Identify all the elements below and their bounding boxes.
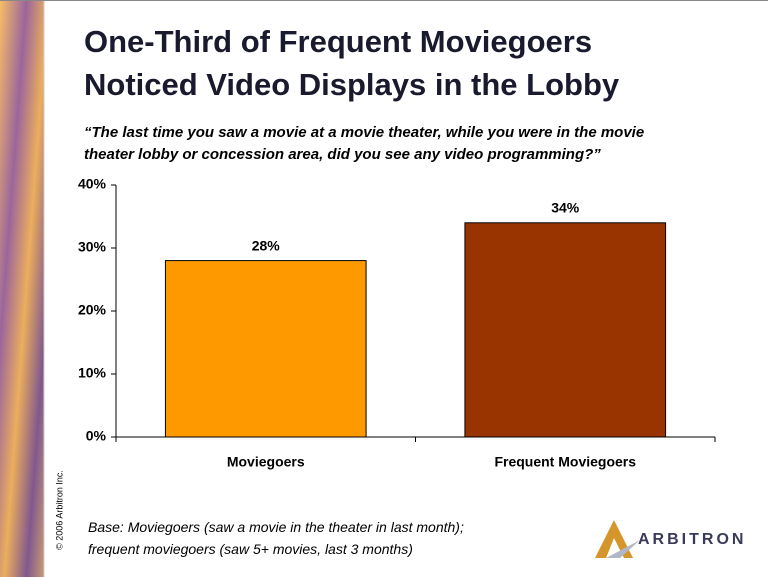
copyright: © 2006 Arbitron Inc.: [54, 470, 64, 550]
y-tick-label: 30%: [78, 239, 107, 255]
logo-text: ARBITRON: [638, 531, 746, 548]
subtitle: “The last time you saw a movie at a movi…: [84, 124, 644, 141]
y-tick-label: 20%: [78, 302, 107, 318]
y-tick-label: 10%: [78, 365, 107, 381]
y-tick-label: 40%: [78, 176, 107, 192]
note: frequent moviegoers (saw 5+ movies, last…: [88, 541, 413, 557]
bar: [164, 260, 367, 438]
note: Base: Moviegoers (saw a movie in the the…: [88, 519, 464, 535]
value-label: 34%: [551, 200, 580, 216]
chart-title: One-Third of Frequent Moviegoers: [84, 24, 592, 59]
value-label: 28%: [252, 237, 281, 253]
x-tick-label: Moviegoers: [227, 454, 305, 470]
y-tick-label: 0%: [86, 428, 107, 444]
decorative-strip: [0, 0, 44, 577]
logo-mark: [606, 540, 640, 558]
bar: [464, 222, 667, 438]
chart-title: Noticed Video Displays in the Lobby: [84, 67, 620, 102]
x-tick-label: Frequent Moviegoers: [494, 454, 636, 470]
subtitle: theater lobby or concession area, did yo…: [84, 146, 601, 163]
logo-mark: [595, 520, 633, 558]
